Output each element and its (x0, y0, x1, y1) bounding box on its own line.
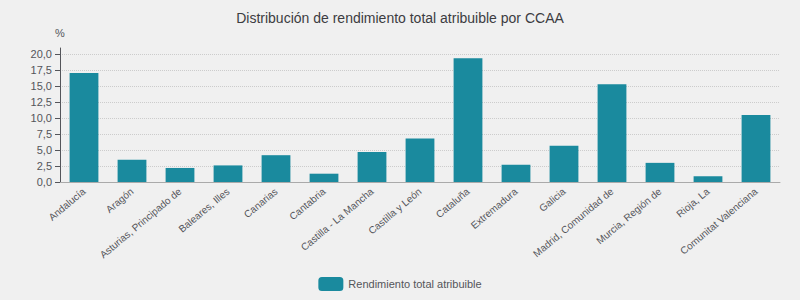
svg-text:Castilla - La Mancha: Castilla - La Mancha (299, 186, 376, 253)
svg-text:20,0: 20,0 (31, 48, 52, 60)
svg-text:15,0: 15,0 (31, 80, 52, 92)
svg-text:Andalucía: Andalucía (46, 186, 87, 223)
svg-text:Rendimiento total atribuible: Rendimiento total atribuible (348, 278, 481, 290)
svg-text:0,0: 0,0 (37, 176, 52, 188)
svg-text:Extremadura: Extremadura (469, 186, 520, 232)
svg-text:Canarias: Canarias (242, 186, 280, 220)
svg-text:Madrid, Comunidad de: Madrid, Comunidad de (531, 186, 616, 260)
svg-text:7,5: 7,5 (37, 128, 52, 140)
svg-text:2,5: 2,5 (37, 160, 52, 172)
svg-text:%: % (55, 27, 65, 39)
svg-text:Cantabria: Cantabria (287, 186, 328, 223)
svg-text:17,5: 17,5 (31, 64, 52, 76)
svg-text:5,0: 5,0 (37, 144, 52, 156)
svg-text:Rioja, La: Rioja, La (674, 186, 712, 220)
svg-text:10,0: 10,0 (31, 112, 52, 124)
svg-text:Castilla y León: Castilla y León (366, 186, 423, 237)
svg-text:Galicia: Galicia (537, 186, 568, 214)
svg-text:Baleares, Illes: Baleares, Illes (176, 186, 231, 235)
svg-text:Distribución de rendimiento to: Distribución de rendimiento total atribu… (236, 10, 564, 26)
svg-text:Cataluña: Cataluña (434, 186, 472, 220)
svg-text:Aragón: Aragón (104, 186, 136, 215)
svg-text:Asturias, Principado de: Asturias, Principado de (98, 186, 184, 261)
svg-text:12,5: 12,5 (31, 96, 52, 108)
svg-text:Comunitat Valenciana: Comunitat Valenciana (678, 186, 760, 257)
svg-text:Murcia, Región de: Murcia, Región de (594, 186, 664, 247)
